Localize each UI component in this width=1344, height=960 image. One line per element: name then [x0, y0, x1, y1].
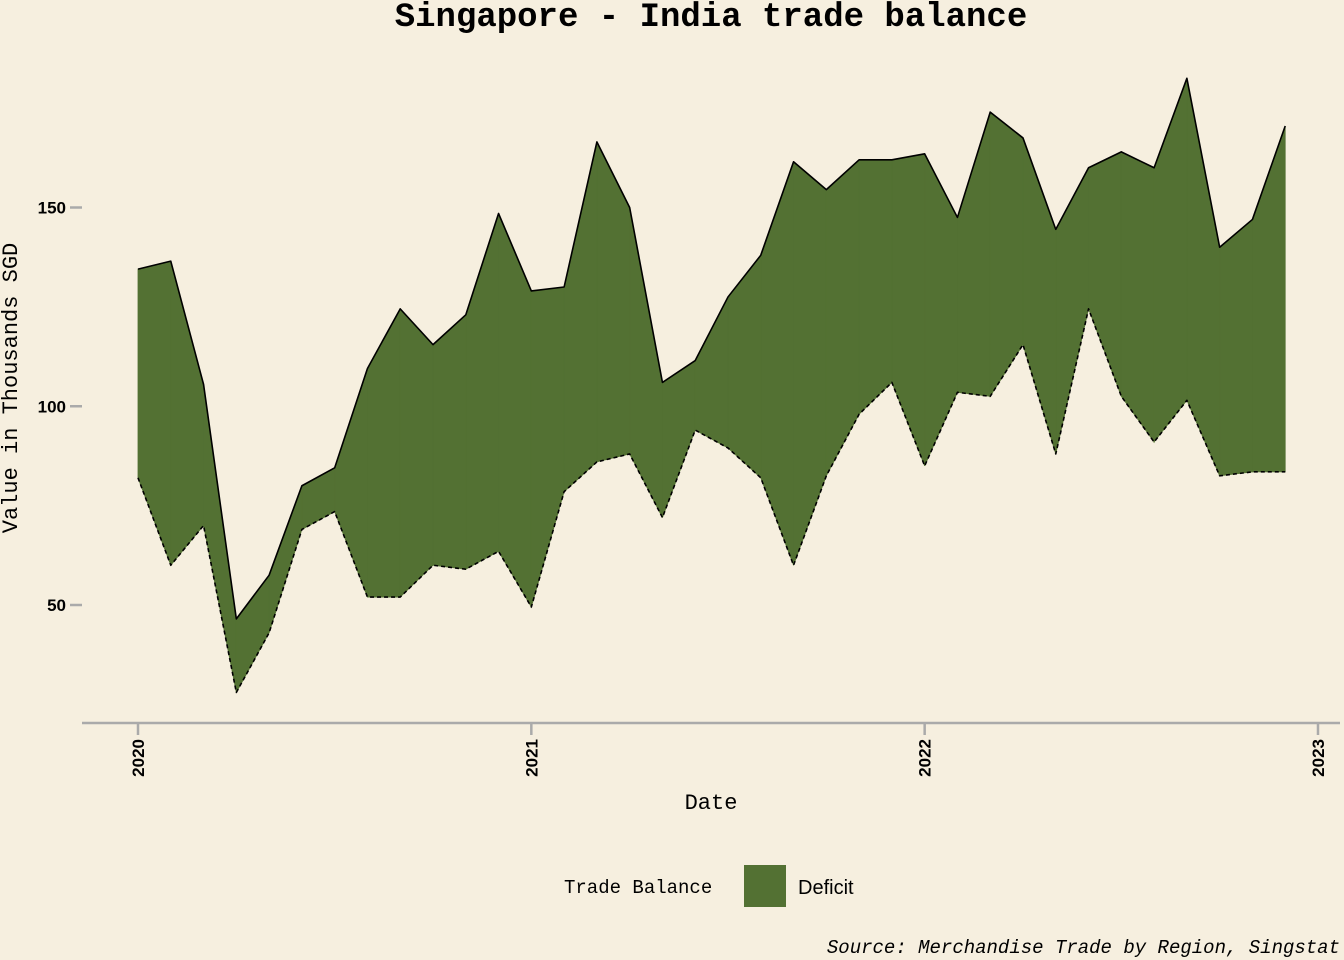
- deficit-area-segment: [1120, 151, 1155, 444]
- deficit-area-segment: [465, 213, 499, 570]
- deficit-area-segment: [694, 296, 729, 449]
- deficit-area-segment: [170, 261, 204, 567]
- x-tick-label: 2020: [129, 739, 148, 777]
- deficit-area-segment: [1055, 167, 1089, 455]
- deficit-area-segment: [203, 384, 237, 693]
- legend-key-deficit: [744, 865, 786, 907]
- x-tick-label: 2021: [522, 739, 541, 777]
- y-tick-label: 150: [38, 199, 66, 218]
- deficit-area-segment: [727, 254, 762, 479]
- legend-label-deficit: Deficit: [798, 877, 854, 899]
- deficit-area-segment: [1219, 218, 1253, 477]
- deficit-area-segment: [825, 158, 860, 476]
- deficit-area-layer: [137, 78, 1286, 693]
- deficit-area-segment: [1186, 78, 1221, 476]
- legend-title: Trade Balance: [564, 877, 712, 899]
- x-tick-label: 2023: [1309, 739, 1328, 777]
- deficit-area-segment: [1153, 78, 1188, 444]
- deficit-area-segment: [498, 213, 532, 609]
- chart-title: Singapore - India trade balance: [395, 0, 1028, 37]
- deficit-area-segment: [760, 161, 794, 566]
- deficit-area-segment: [1252, 125, 1286, 473]
- deficit-area-segment: [530, 286, 565, 608]
- x-tick-label: 2022: [916, 739, 935, 777]
- deficit-area-segment: [268, 485, 303, 633]
- y-tick-label: 50: [47, 596, 66, 615]
- x-axis-title: Date: [685, 791, 738, 816]
- y-axis-title: Value in Thousands SGD: [0, 243, 24, 533]
- deficit-area-segment: [891, 153, 926, 467]
- deficit-area-segment: [334, 368, 368, 598]
- deficit-area-segment: [793, 160, 827, 566]
- deficit-area-segment: [1088, 151, 1122, 397]
- deficit-area-segment: [399, 307, 434, 598]
- deficit-area-segment: [596, 141, 631, 463]
- deficit-area-segment: [563, 141, 598, 493]
- legend: Trade Balance Deficit: [564, 865, 854, 907]
- y-tick-label: 100: [38, 397, 66, 416]
- y-axis-ticks: 50 100 150: [38, 199, 82, 615]
- deficit-area-segment: [235, 573, 270, 693]
- deficit-area-segment: [367, 308, 401, 598]
- source-caption: Source: Merchandise Trade by Region, Sin…: [827, 937, 1340, 959]
- deficit-area-segment: [662, 359, 696, 518]
- series-lines-layer: [137, 77, 1286, 694]
- deficit-area-segment: [957, 111, 991, 397]
- x-axis-ticks: 2020 2021 2022 2023: [129, 723, 1328, 777]
- deficit-area-segment: [629, 207, 663, 518]
- deficit-area-segment: [432, 313, 467, 570]
- deficit-area-segment: [924, 153, 958, 467]
- deficit-area-segment: [858, 159, 893, 416]
- series-line-imports: [137, 77, 1286, 620]
